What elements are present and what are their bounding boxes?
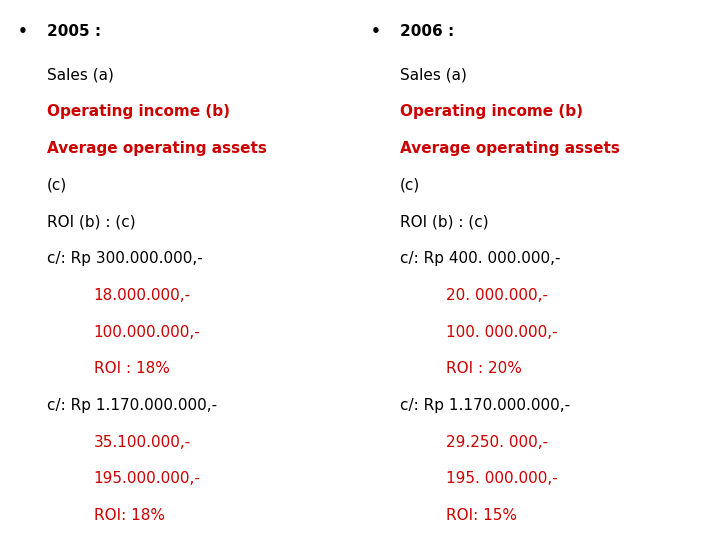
- Text: 100. 000.000,-: 100. 000.000,-: [446, 325, 558, 340]
- Text: •: •: [18, 24, 28, 39]
- Text: c/: Rp 300.000.000,-: c/: Rp 300.000.000,-: [47, 251, 202, 266]
- Text: ROI : 18%: ROI : 18%: [94, 361, 169, 376]
- Text: ROI: 18%: ROI: 18%: [94, 508, 165, 523]
- Text: Operating income (b): Operating income (b): [400, 104, 582, 119]
- Text: 195.000.000,-: 195.000.000,-: [94, 471, 200, 487]
- Text: 18.000.000,-: 18.000.000,-: [94, 288, 191, 303]
- Text: •: •: [371, 24, 381, 39]
- Text: (c): (c): [47, 178, 67, 193]
- Text: ROI: 15%: ROI: 15%: [446, 508, 518, 523]
- Text: ROI (b) : (c): ROI (b) : (c): [47, 214, 135, 230]
- Text: c/: Rp 1.170.000.000,-: c/: Rp 1.170.000.000,-: [47, 398, 217, 413]
- Text: 2006 :: 2006 :: [400, 24, 454, 39]
- Text: 20. 000.000,-: 20. 000.000,-: [446, 288, 549, 303]
- Text: 29.250. 000,-: 29.250. 000,-: [446, 435, 549, 450]
- Text: 100.000.000,-: 100.000.000,-: [94, 325, 200, 340]
- Text: Sales (a): Sales (a): [47, 68, 114, 83]
- Text: Average operating assets: Average operating assets: [400, 141, 619, 156]
- Text: 35.100.000,-: 35.100.000,-: [94, 435, 191, 450]
- Text: 195. 000.000,-: 195. 000.000,-: [446, 471, 558, 487]
- Text: c/: Rp 1.170.000.000,-: c/: Rp 1.170.000.000,-: [400, 398, 570, 413]
- Text: (c): (c): [400, 178, 420, 193]
- Text: ROI (b) : (c): ROI (b) : (c): [400, 214, 488, 230]
- Text: Average operating assets: Average operating assets: [47, 141, 266, 156]
- Text: Sales (a): Sales (a): [400, 68, 467, 83]
- Text: Operating income (b): Operating income (b): [47, 104, 230, 119]
- Text: ROI : 20%: ROI : 20%: [446, 361, 522, 376]
- Text: c/: Rp 400. 000.000,-: c/: Rp 400. 000.000,-: [400, 251, 560, 266]
- Text: 2005 :: 2005 :: [47, 24, 101, 39]
